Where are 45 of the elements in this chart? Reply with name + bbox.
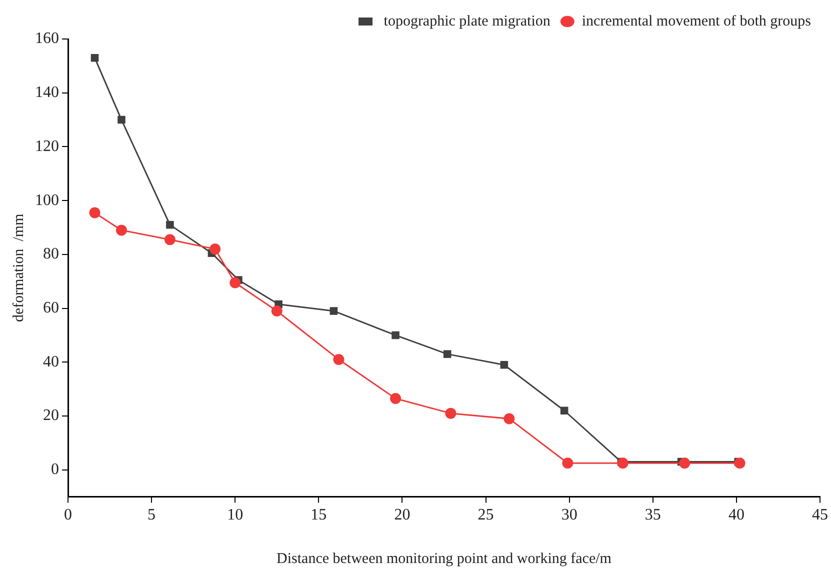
point	[504, 413, 515, 424]
point	[562, 458, 574, 469]
y-tick-label: 0	[51, 461, 59, 478]
x-tick-label: 10	[227, 506, 244, 524]
x-tick-label: 30	[561, 506, 578, 524]
y-tick-label: 100	[35, 192, 59, 209]
point	[392, 331, 400, 340]
y-tick-label: 20	[43, 407, 59, 424]
y-tick-label: 120	[35, 138, 59, 155]
x-tick-label: 45	[812, 506, 828, 524]
point	[560, 406, 568, 415]
x-tick-label: 0	[64, 506, 72, 524]
point	[445, 408, 456, 419]
point	[330, 307, 338, 315]
point	[166, 220, 174, 229]
point	[679, 458, 690, 469]
point	[210, 244, 221, 255]
point	[116, 224, 127, 236]
point	[443, 350, 452, 358]
point	[500, 360, 508, 369]
legend-label: incremental movement of both groups	[582, 13, 812, 30]
point	[164, 234, 176, 246]
point	[90, 54, 99, 62]
x-tick-label: 35	[644, 506, 661, 524]
point	[89, 207, 100, 218]
point	[333, 354, 344, 365]
point	[230, 277, 241, 288]
y-tick-label: 160	[35, 30, 59, 48]
y-tick-label: 40	[43, 353, 59, 370]
x-axis-title: Distance between monitoring point and working face/m	[276, 550, 612, 567]
x-tick-label: 20	[394, 506, 410, 524]
x-tick-label: 5	[148, 506, 156, 524]
legend-label: topographic plate migration	[380, 13, 551, 30]
x-tick-label: 40	[728, 506, 744, 524]
point	[271, 305, 282, 316]
point	[617, 458, 628, 469]
point	[118, 116, 126, 124]
x-tick-label: 25	[478, 506, 494, 524]
x-tick-label: 15	[310, 506, 327, 524]
point	[734, 458, 746, 469]
point	[390, 393, 402, 404]
y-tick-label: 60	[43, 299, 59, 316]
y-tick-label: 80	[43, 246, 59, 263]
y-axis-title: deformation /mm	[10, 213, 27, 322]
y-tick-label: 140	[35, 84, 59, 102]
